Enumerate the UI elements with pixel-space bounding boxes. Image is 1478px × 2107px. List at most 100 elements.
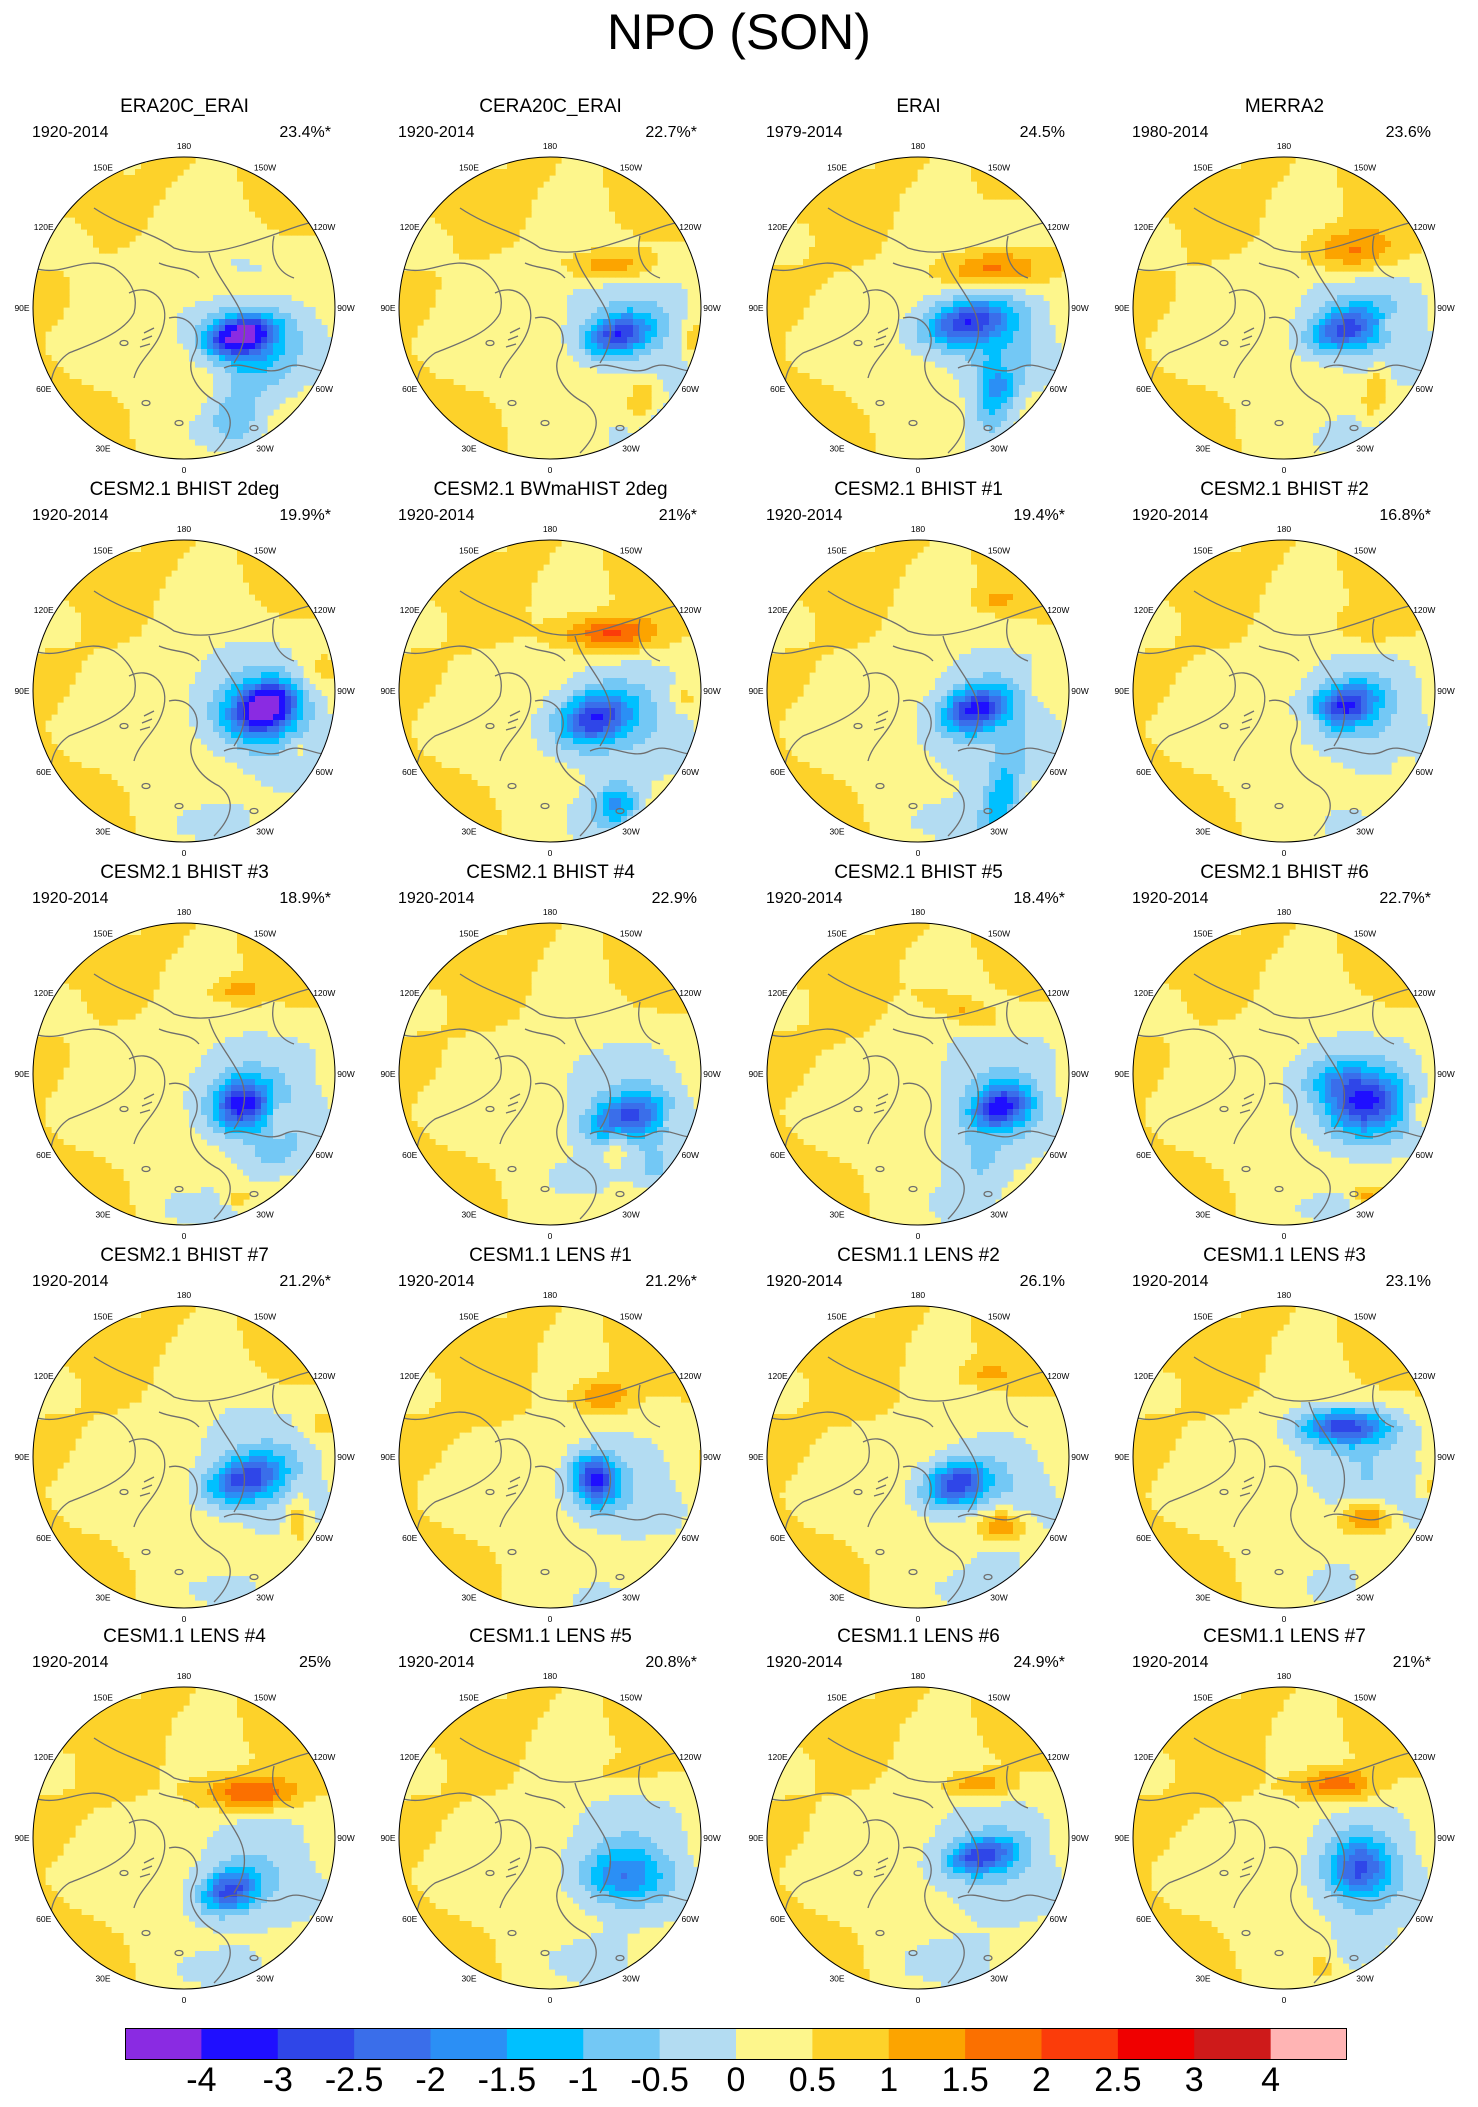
polar-map: 180 150E 120E 90E 60E 30E 0 30W 60W 90W 120W 150W (380, 1290, 720, 1624)
colorbar-swatch (277, 2028, 355, 2060)
longitude-label: 120E (400, 222, 420, 232)
map-boundary (766, 156, 1070, 460)
longitude-label: 90E (14, 303, 29, 313)
longitude-label: 60W (1416, 1150, 1433, 1160)
longitude-label: 150W (254, 163, 276, 173)
map-boundary (32, 539, 336, 843)
anomaly-field (767, 923, 1069, 1225)
anomaly-field (33, 1687, 335, 1989)
map-boundary (398, 156, 702, 460)
panel-period: 1920-2014 (1132, 1272, 1209, 1292)
longitude-label: 120W (1047, 222, 1069, 232)
longitude-label: 60W (682, 384, 699, 394)
panel-title: CESM1.1 LENS #6 (734, 1625, 1103, 1649)
longitude-label: 120W (679, 1371, 701, 1381)
longitude-label: 30E (461, 826, 476, 836)
longitude-label: 90W (1437, 686, 1454, 696)
longitude-label: 60E (402, 1914, 417, 1924)
longitude-label: 0 (548, 848, 553, 858)
longitude-label: 0 (916, 465, 921, 475)
polar-map: 180 150E 120E 90E 60E 30E 0 30W 60W 90W 120W 150W (14, 907, 354, 1241)
coastlines (33, 973, 335, 1220)
longitude-label: 120E (400, 1752, 420, 1762)
longitude-label: 150E (1193, 1693, 1213, 1703)
colorbar-swatch (201, 2028, 279, 2060)
longitude-label: 60E (770, 384, 785, 394)
longitude-label: 150W (1354, 163, 1376, 173)
anomaly-field (1133, 923, 1435, 1225)
panel-variance: 24.5% (1020, 123, 1065, 143)
longitude-label: 150W (620, 1312, 642, 1322)
polar-map: 180 150E 120E 90E 60E 30E 0 30W 60W 90W 120W 150W (748, 907, 1088, 1241)
longitude-label: 150E (459, 546, 479, 556)
longitude-label: 60E (1136, 1533, 1151, 1543)
longitude-label: 30W (990, 1592, 1007, 1602)
longitude-label: 150W (1354, 1693, 1376, 1703)
colorbar-swatch (354, 2028, 432, 2060)
anomaly-field (1133, 1306, 1435, 1608)
longitude-label: 150E (459, 163, 479, 173)
longitude-label: 180 (177, 1671, 191, 1681)
longitude-label: 60E (402, 1150, 417, 1160)
coastlines (33, 590, 335, 837)
coastlines (33, 1737, 335, 1984)
panel-title: CESM1.1 LENS #5 (366, 1625, 735, 1649)
longitude-label: 0 (548, 465, 553, 475)
longitude-label: 180 (543, 1671, 557, 1681)
longitude-label: 150W (620, 163, 642, 173)
longitude-label: 90W (1071, 1069, 1088, 1079)
colorbar-swatch (1270, 2028, 1347, 2060)
longitude-label: 150W (620, 929, 642, 939)
longitude-label: 30E (461, 1973, 476, 1983)
map-panel: 180 150E 120E 90E 60E 30E 0 30W 60W 90W 120W 150W CE… (1100, 861, 1469, 1245)
map-boundary (1132, 1305, 1436, 1609)
longitude-label: 0 (916, 1231, 921, 1241)
longitude-label: 150W (1354, 546, 1376, 556)
map-panel: 180 150E 120E 90E 60E 30E 0 30W 60W 90W 120W 150W CE… (366, 861, 735, 1245)
panel-period: 1920-2014 (32, 506, 109, 526)
longitude-label: 30W (622, 1973, 639, 1983)
longitude-label: 90W (703, 686, 720, 696)
polar-map: 180 150E 120E 90E 60E 30E 0 30W 60W 90W 120W 150W (380, 1671, 720, 2005)
longitude-label: 150E (1193, 1312, 1213, 1322)
longitude-label: 90E (380, 1833, 395, 1843)
longitude-label: 60W (682, 1914, 699, 1924)
longitude-label: 180 (1277, 907, 1291, 917)
longitude-label: 60W (1416, 384, 1433, 394)
longitude-label: 120E (34, 605, 54, 615)
panel-title: CESM1.1 LENS #1 (366, 1244, 735, 1268)
longitude-label: 180 (911, 1671, 925, 1681)
longitude-label: 90E (14, 1833, 29, 1843)
coastlines (1133, 973, 1435, 1220)
longitude-label: 150E (459, 1693, 479, 1703)
longitude-label: 150E (1193, 929, 1213, 939)
longitude-label: 90W (1071, 303, 1088, 313)
polar-map: 180 150E 120E 90E 60E 30E 0 30W 60W 90W 120W 150W (748, 1290, 1088, 1624)
polar-map: 180 150E 120E 90E 60E 30E 0 30W 60W 90W 120W 150W (1114, 1671, 1454, 2005)
anomaly-field (399, 1687, 701, 1989)
longitude-label: 60E (770, 1150, 785, 1160)
longitude-label: 60W (682, 1150, 699, 1160)
colorbar-label: 2 (1032, 2060, 1051, 2100)
longitude-label: 30E (461, 1592, 476, 1602)
longitude-label: 120E (768, 222, 788, 232)
colorbar-label: -1.5 (478, 2060, 537, 2100)
longitude-label: 30E (1195, 1592, 1210, 1602)
longitude-label: 90W (337, 686, 354, 696)
longitude-label: 120E (768, 1752, 788, 1762)
coastlines (1133, 590, 1435, 837)
anomaly-field (1133, 157, 1435, 459)
longitude-label: 180 (911, 907, 925, 917)
longitude-label: 0 (548, 1614, 553, 1624)
longitude-label: 30E (829, 1973, 844, 1983)
longitude-label: 150W (988, 1312, 1010, 1322)
longitude-label: 0 (1282, 1995, 1287, 2005)
panel-title: CESM1.1 LENS #3 (1100, 1244, 1469, 1268)
map-boundary (1132, 539, 1436, 843)
panel-variance: 21.2%* (645, 1272, 697, 1292)
panel-title: CESM2.1 BHIST #5 (734, 861, 1103, 885)
panel-period: 1920-2014 (32, 123, 109, 143)
longitude-label: 60W (316, 1914, 333, 1924)
longitude-label: 90W (703, 1452, 720, 1462)
panel-variance: 24.9%* (1013, 1653, 1065, 1673)
